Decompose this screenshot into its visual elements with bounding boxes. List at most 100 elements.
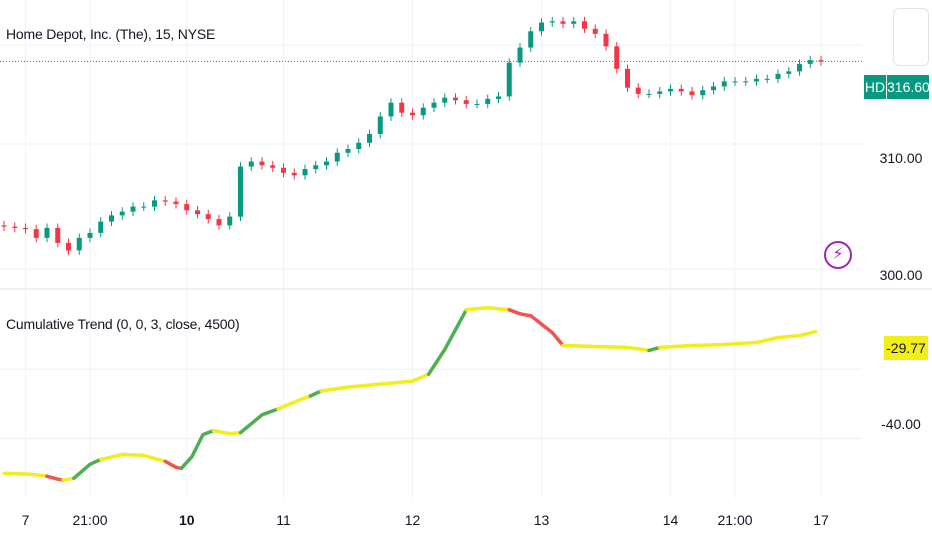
candle-body: [324, 161, 329, 166]
candle-body: [528, 31, 534, 48]
candle-body: [517, 47, 523, 63]
trend-segment: [507, 308, 533, 318]
indicator-title[interactable]: Cumulative Trend (0, 0, 3, close, 4500): [6, 316, 240, 332]
trend-segment: [561, 343, 651, 353]
candle-body: [55, 227, 61, 243]
candle-body: [678, 88, 684, 92]
trend-segment: [72, 457, 103, 480]
candle-body: [786, 71, 792, 74]
grid-lines: [0, 0, 862, 498]
x-tick-label: 21:00: [72, 512, 108, 528]
candle-body: [23, 227, 28, 230]
candle-body: [162, 200, 168, 202]
candle-body: [711, 86, 716, 91]
trend-segment: [647, 345, 662, 353]
candle-body: [399, 102, 405, 113]
candle-body: [195, 210, 200, 215]
candle-body: [87, 232, 93, 238]
candle-body: [442, 97, 448, 103]
candle-body: [141, 206, 147, 208]
trend-segment: [426, 308, 469, 376]
price-badge-value: 316.60: [887, 79, 930, 95]
candle-body: [431, 102, 437, 108]
candle-body: [119, 211, 125, 216]
symbol-title[interactable]: Home Depot, Inc. (The), 15, NYSE: [6, 26, 216, 42]
candle-body: [625, 68, 630, 88]
x-tick-label: 13: [533, 512, 550, 528]
candle-body: [614, 46, 620, 69]
candle-body: [281, 167, 286, 173]
y-tick-label: 310.00: [879, 150, 923, 166]
candle-body: [721, 81, 727, 87]
candle-body: [377, 116, 383, 134]
candle-body: [463, 100, 469, 104]
candle-body: [797, 63, 802, 72]
candle-body: [700, 90, 706, 96]
trend-segment: [238, 407, 280, 435]
candle-body: [657, 91, 663, 94]
candle-body: [238, 166, 243, 217]
candle-body: [345, 149, 351, 153]
candle-body: [1, 225, 7, 227]
candle-body: [109, 215, 114, 222]
candle-body: [453, 97, 458, 101]
candle-body: [248, 161, 254, 167]
trend-segment: [529, 314, 565, 348]
candle-body: [291, 172, 297, 176]
candle-body: [764, 78, 770, 80]
x-tick-label: 12: [404, 512, 421, 528]
trend-segment: [2, 471, 49, 478]
candle-body: [539, 22, 544, 32]
candle-body: [732, 81, 738, 83]
candle-body: [560, 21, 566, 24]
candle-body: [270, 165, 276, 168]
price-badge: 316.60: [887, 75, 930, 99]
candle-body: [485, 98, 491, 104]
ticker-badge: HD: [864, 75, 886, 99]
candle-body: [302, 169, 308, 176]
trend-segment: [276, 394, 313, 411]
candle-body: [388, 102, 394, 117]
candle-body: [582, 21, 587, 29]
candle-body: [754, 78, 759, 82]
candle-body: [66, 242, 71, 251]
trend-segment: [319, 372, 431, 393]
candle-body: [44, 227, 50, 238]
candle-body: [410, 112, 415, 116]
candle-body: [173, 201, 179, 205]
candle-body: [76, 237, 82, 251]
candle-body: [571, 21, 577, 24]
lightning-icon[interactable]: ⚡: [824, 241, 852, 269]
candle-body: [506, 62, 512, 97]
candle-body: [205, 214, 211, 220]
price-candles: [1, 16, 824, 255]
candle-body: [474, 103, 480, 105]
candle-body: [743, 81, 749, 83]
candle-body: [592, 28, 598, 34]
candle-body: [646, 93, 652, 95]
candle-body: [496, 96, 501, 99]
candle-body: [603, 33, 609, 47]
y-tick-label: 300.00: [879, 267, 923, 283]
candle-body: [549, 21, 555, 23]
candle-body: [818, 60, 824, 62]
candle-body: [334, 152, 340, 162]
candle-body: [259, 161, 265, 166]
candle-body: [807, 60, 813, 64]
trend-segment: [464, 306, 512, 312]
candle-body: [668, 88, 673, 92]
candle-body: [356, 142, 362, 150]
candle-body: [184, 204, 190, 211]
candle-body: [313, 165, 319, 170]
candle-body: [98, 221, 104, 233]
y-tick-label: -40.00: [881, 416, 921, 432]
x-tick-label: 11: [276, 512, 291, 528]
candle-body: [130, 206, 136, 212]
x-tick-label: 17: [813, 512, 829, 528]
indicator-badge-value: -29.77: [886, 340, 926, 356]
trend-segment: [658, 329, 818, 350]
ticker-label: HD: [864, 79, 886, 95]
cumulative-trend-line: [2, 306, 818, 482]
square-icon[interactable]: [893, 8, 929, 66]
